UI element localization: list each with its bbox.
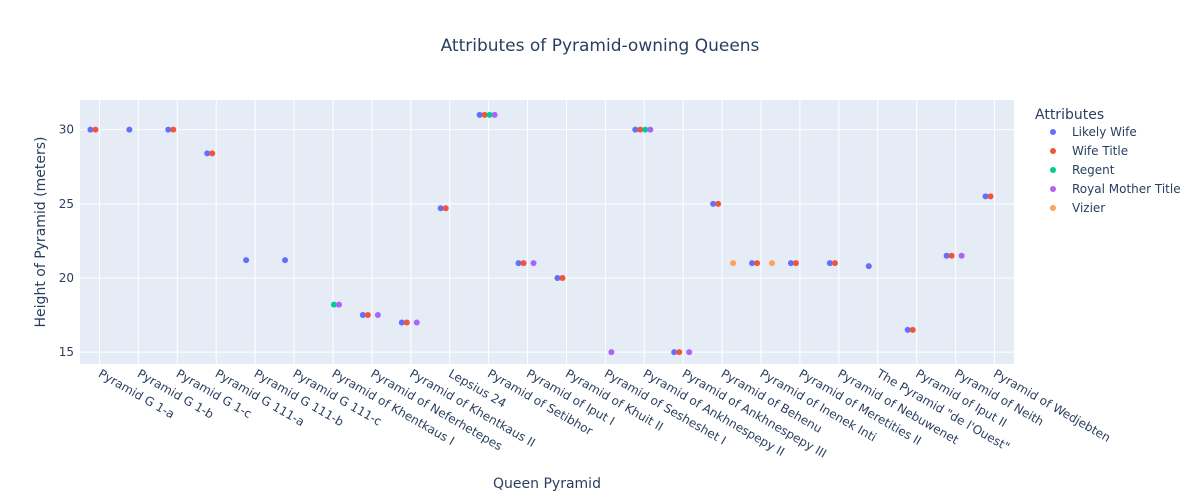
data-point[interactable] <box>715 200 722 207</box>
data-point[interactable] <box>209 150 216 157</box>
data-point[interactable] <box>530 260 537 267</box>
data-point[interactable] <box>491 111 498 118</box>
legend-item-likely-wife[interactable]: Likely Wife <box>1050 125 1137 139</box>
data-point[interactable] <box>787 260 794 267</box>
data-point[interactable] <box>958 252 965 259</box>
data-point[interactable] <box>204 150 211 157</box>
data-point[interactable] <box>442 205 449 212</box>
data-point[interactable] <box>671 349 678 356</box>
y-tick-label: 15 <box>59 345 74 359</box>
data-point[interactable] <box>476 111 483 118</box>
data-point[interactable] <box>642 126 649 133</box>
data-point[interactable] <box>637 126 644 133</box>
legend-item-royal-mother-title[interactable]: Royal Mother Title <box>1050 182 1181 196</box>
data-point[interactable] <box>374 312 381 319</box>
data-point[interactable] <box>335 301 342 308</box>
legend-marker <box>1050 148 1056 154</box>
y-axis-title: Height of Pyramid (meters) <box>33 137 49 328</box>
data-points <box>87 111 994 356</box>
data-point[interactable] <box>943 252 950 259</box>
data-point[interactable] <box>243 257 250 264</box>
legend-marker <box>1050 167 1056 173</box>
data-point[interactable] <box>730 260 737 267</box>
data-point[interactable] <box>165 126 172 133</box>
data-point[interactable] <box>826 260 833 267</box>
data-point[interactable] <box>647 126 654 133</box>
data-point[interactable] <box>554 274 561 281</box>
legend-item-wife-title[interactable]: Wife Title <box>1050 144 1128 158</box>
grid-lines <box>80 100 1014 364</box>
legend-item-vizier[interactable]: Vizier <box>1050 201 1105 215</box>
data-point[interactable] <box>520 260 527 267</box>
plot-area <box>80 100 1014 364</box>
data-point[interactable] <box>769 260 776 267</box>
series-regent <box>330 111 649 308</box>
legend-label: Vizier <box>1072 201 1105 215</box>
y-tick-label: 30 <box>59 123 74 137</box>
legend-item-regent[interactable]: Regent <box>1050 163 1115 177</box>
data-point[interactable] <box>559 274 566 281</box>
data-point[interactable] <box>865 263 872 270</box>
legend-marker <box>1050 186 1056 192</box>
data-point[interactable] <box>686 349 693 356</box>
data-point[interactable] <box>437 205 444 212</box>
data-point[interactable] <box>749 260 756 267</box>
legend-label: Wife Title <box>1072 144 1128 158</box>
x-axis-title: Queen Pyramid <box>493 476 601 492</box>
data-point[interactable] <box>982 193 989 200</box>
y-tick-label: 20 <box>59 271 74 285</box>
data-point[interactable] <box>330 301 337 308</box>
series-wife-title <box>92 111 994 356</box>
legend-label: Likely Wife <box>1072 125 1137 139</box>
data-point[interactable] <box>92 126 99 133</box>
data-point[interactable] <box>831 260 838 267</box>
data-point[interactable] <box>126 126 133 133</box>
data-point[interactable] <box>909 326 916 333</box>
data-point[interactable] <box>754 260 761 267</box>
data-point[interactable] <box>515 260 522 267</box>
data-point[interactable] <box>710 200 717 207</box>
chart-title: Attributes of Pyramid-owning Queens <box>441 36 760 56</box>
data-point[interactable] <box>948 252 955 259</box>
data-point[interactable] <box>359 312 366 319</box>
legend-title: Attributes <box>1035 107 1104 123</box>
y-tick-labels: 15 20 25 30 <box>59 123 74 359</box>
data-point[interactable] <box>364 312 371 319</box>
y-tick-label: 25 <box>59 197 74 211</box>
data-point[interactable] <box>481 111 488 118</box>
series-royal-mother-title <box>335 111 965 356</box>
series-likely-wife <box>87 111 989 356</box>
data-point[interactable] <box>398 319 405 326</box>
data-point[interactable] <box>87 126 94 133</box>
data-point[interactable] <box>170 126 177 133</box>
legend[interactable]: Attributes Likely Wife Wife Title Regent Ro… <box>1035 107 1181 215</box>
data-point[interactable] <box>987 193 994 200</box>
data-point[interactable] <box>486 111 493 118</box>
data-point[interactable] <box>403 319 410 326</box>
data-point[interactable] <box>676 349 683 356</box>
data-point[interactable] <box>413 319 420 326</box>
legend-marker <box>1050 129 1056 135</box>
legend-label: Regent <box>1072 163 1115 177</box>
series-vizier <box>730 260 776 267</box>
data-point[interactable] <box>608 349 615 356</box>
data-point[interactable] <box>632 126 639 133</box>
legend-label: Royal Mother Title <box>1072 182 1181 196</box>
data-point[interactable] <box>904 326 911 333</box>
legend-marker <box>1050 205 1056 211</box>
data-point[interactable] <box>792 260 799 267</box>
data-point[interactable] <box>282 257 289 264</box>
